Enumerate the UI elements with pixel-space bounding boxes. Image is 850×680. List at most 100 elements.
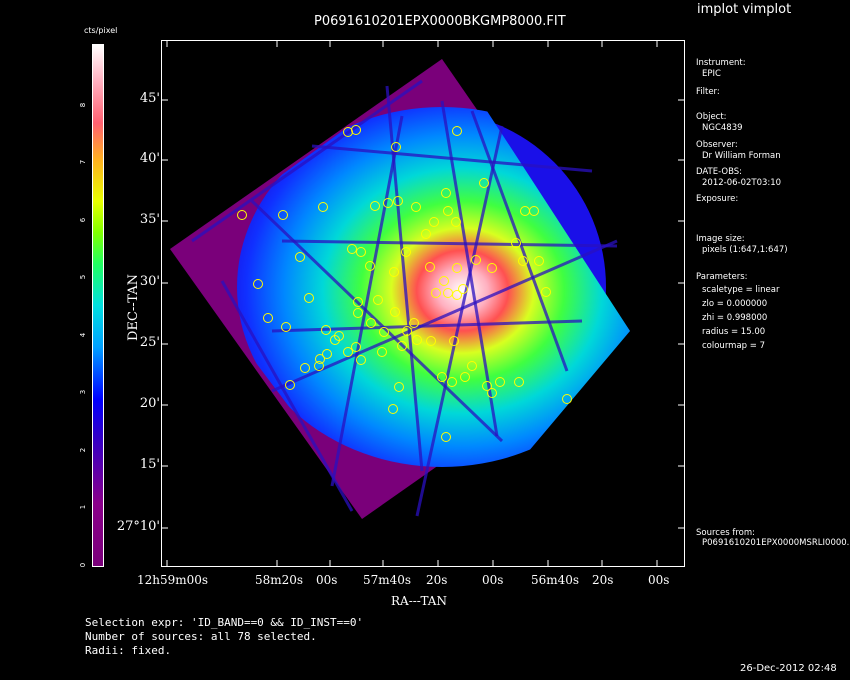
source-circle[interactable] bbox=[263, 313, 273, 323]
source-circle[interactable] bbox=[518, 256, 528, 266]
source-circle[interactable] bbox=[314, 361, 324, 371]
source-circle[interactable] bbox=[401, 247, 411, 257]
source-circle[interactable] bbox=[389, 267, 399, 277]
source-circle[interactable] bbox=[421, 229, 431, 239]
source-circle[interactable] bbox=[390, 307, 400, 317]
source-circle[interactable] bbox=[393, 196, 403, 206]
param-colourmap: colourmap = 7 bbox=[702, 341, 765, 351]
source-circle[interactable] bbox=[365, 261, 375, 271]
source-circle[interactable] bbox=[321, 325, 331, 335]
source-circle[interactable] bbox=[437, 372, 447, 382]
source-circle[interactable] bbox=[452, 126, 462, 136]
source-circle[interactable] bbox=[529, 206, 539, 216]
source-circle[interactable] bbox=[409, 318, 419, 328]
source-circle[interactable] bbox=[388, 404, 398, 414]
source-circle[interactable] bbox=[281, 322, 291, 332]
source-circle[interactable] bbox=[295, 252, 305, 262]
source-circle[interactable] bbox=[495, 377, 505, 387]
source-circle[interactable] bbox=[373, 295, 383, 305]
colorbar-tick: 5 bbox=[79, 275, 88, 280]
source-circle[interactable] bbox=[318, 202, 328, 212]
sources-label: Sources from: bbox=[696, 528, 755, 538]
source-circle[interactable] bbox=[441, 432, 451, 442]
source-circle[interactable] bbox=[479, 178, 489, 188]
source-circle[interactable] bbox=[441, 188, 451, 198]
source-circle[interactable] bbox=[402, 326, 412, 336]
source-circle[interactable] bbox=[391, 142, 401, 152]
source-circle[interactable] bbox=[253, 279, 263, 289]
source-circle[interactable] bbox=[425, 262, 435, 272]
source-circle[interactable] bbox=[370, 201, 380, 211]
source-circle[interactable] bbox=[315, 354, 325, 364]
source-circle[interactable] bbox=[452, 290, 462, 300]
source-circle[interactable] bbox=[366, 318, 376, 328]
ccd-gap-line bbox=[281, 239, 618, 248]
ccd-gap-line bbox=[330, 115, 404, 487]
source-circle[interactable] bbox=[356, 355, 366, 365]
source-circle[interactable] bbox=[330, 335, 340, 345]
y-tick-label: 15' bbox=[139, 457, 160, 472]
source-circle[interactable] bbox=[426, 336, 436, 346]
source-circle[interactable] bbox=[343, 347, 353, 357]
filter-label: Filter: bbox=[696, 87, 720, 97]
date-value: 2012-06-02T03:10 bbox=[702, 178, 782, 188]
param-zlo: zlo = 0.000000 bbox=[702, 299, 768, 309]
source-circle[interactable] bbox=[443, 206, 453, 216]
source-circle[interactable] bbox=[562, 394, 572, 404]
source-circle[interactable] bbox=[460, 372, 470, 382]
source-circle[interactable] bbox=[322, 349, 332, 359]
heatmap-plot[interactable] bbox=[162, 41, 684, 566]
instrument-label: Instrument: bbox=[696, 58, 746, 68]
source-circle[interactable] bbox=[351, 342, 361, 352]
source-circle[interactable] bbox=[471, 255, 481, 265]
source-circle[interactable] bbox=[431, 288, 441, 298]
source-circle[interactable] bbox=[451, 217, 461, 227]
source-circle[interactable] bbox=[356, 247, 366, 257]
source-circle[interactable] bbox=[534, 256, 544, 266]
param-scaletype: scaletype = linear bbox=[702, 285, 780, 295]
source-circle[interactable] bbox=[300, 363, 310, 373]
source-circle[interactable] bbox=[447, 377, 457, 387]
source-circle[interactable] bbox=[304, 293, 314, 303]
sources-value: P0691610201EPX0000MSRLI0000.F bbox=[702, 538, 850, 548]
source-circle[interactable] bbox=[237, 210, 247, 220]
source-circle[interactable] bbox=[541, 287, 551, 297]
source-circle[interactable] bbox=[285, 380, 295, 390]
source-circle[interactable] bbox=[429, 217, 439, 227]
ccd-gap-line bbox=[311, 144, 593, 173]
source-circle[interactable] bbox=[353, 308, 363, 318]
source-circle[interactable] bbox=[397, 341, 407, 351]
source-circle[interactable] bbox=[439, 276, 449, 286]
source-circle[interactable] bbox=[383, 198, 393, 208]
source-circle[interactable] bbox=[514, 377, 524, 387]
colorbar-tick: 0 bbox=[79, 562, 88, 568]
x-tick-label: 20s bbox=[426, 573, 448, 587]
x-tick-label: 00s bbox=[648, 573, 670, 587]
source-circle[interactable] bbox=[452, 263, 462, 273]
source-circle[interactable] bbox=[412, 335, 422, 345]
x-tick-label: 00s bbox=[482, 573, 504, 587]
source-circle[interactable] bbox=[394, 382, 404, 392]
source-circle[interactable] bbox=[482, 381, 492, 391]
source-markers[interactable] bbox=[237, 125, 572, 442]
image-size-value: pixels (1:647,1:647) bbox=[702, 245, 788, 255]
source-circle[interactable] bbox=[487, 388, 497, 398]
source-circle[interactable] bbox=[467, 361, 477, 371]
source-circle[interactable] bbox=[347, 244, 357, 254]
source-circle[interactable] bbox=[449, 336, 459, 346]
source-circle[interactable] bbox=[353, 297, 363, 307]
source-circle[interactable] bbox=[458, 284, 468, 294]
source-circle[interactable] bbox=[511, 238, 521, 248]
plot-frame bbox=[161, 40, 685, 567]
source-circle[interactable] bbox=[351, 125, 361, 135]
source-circle[interactable] bbox=[487, 263, 497, 273]
source-circle[interactable] bbox=[343, 127, 353, 137]
source-circle[interactable] bbox=[411, 202, 421, 212]
source-circle[interactable] bbox=[377, 347, 387, 357]
source-circle[interactable] bbox=[278, 210, 288, 220]
source-circle[interactable] bbox=[379, 327, 389, 337]
ccd-gap-line bbox=[470, 110, 569, 372]
axis-ticks bbox=[162, 41, 684, 566]
x-tick-label: 00s bbox=[316, 573, 338, 587]
parameters-label: Parameters: bbox=[696, 272, 748, 282]
